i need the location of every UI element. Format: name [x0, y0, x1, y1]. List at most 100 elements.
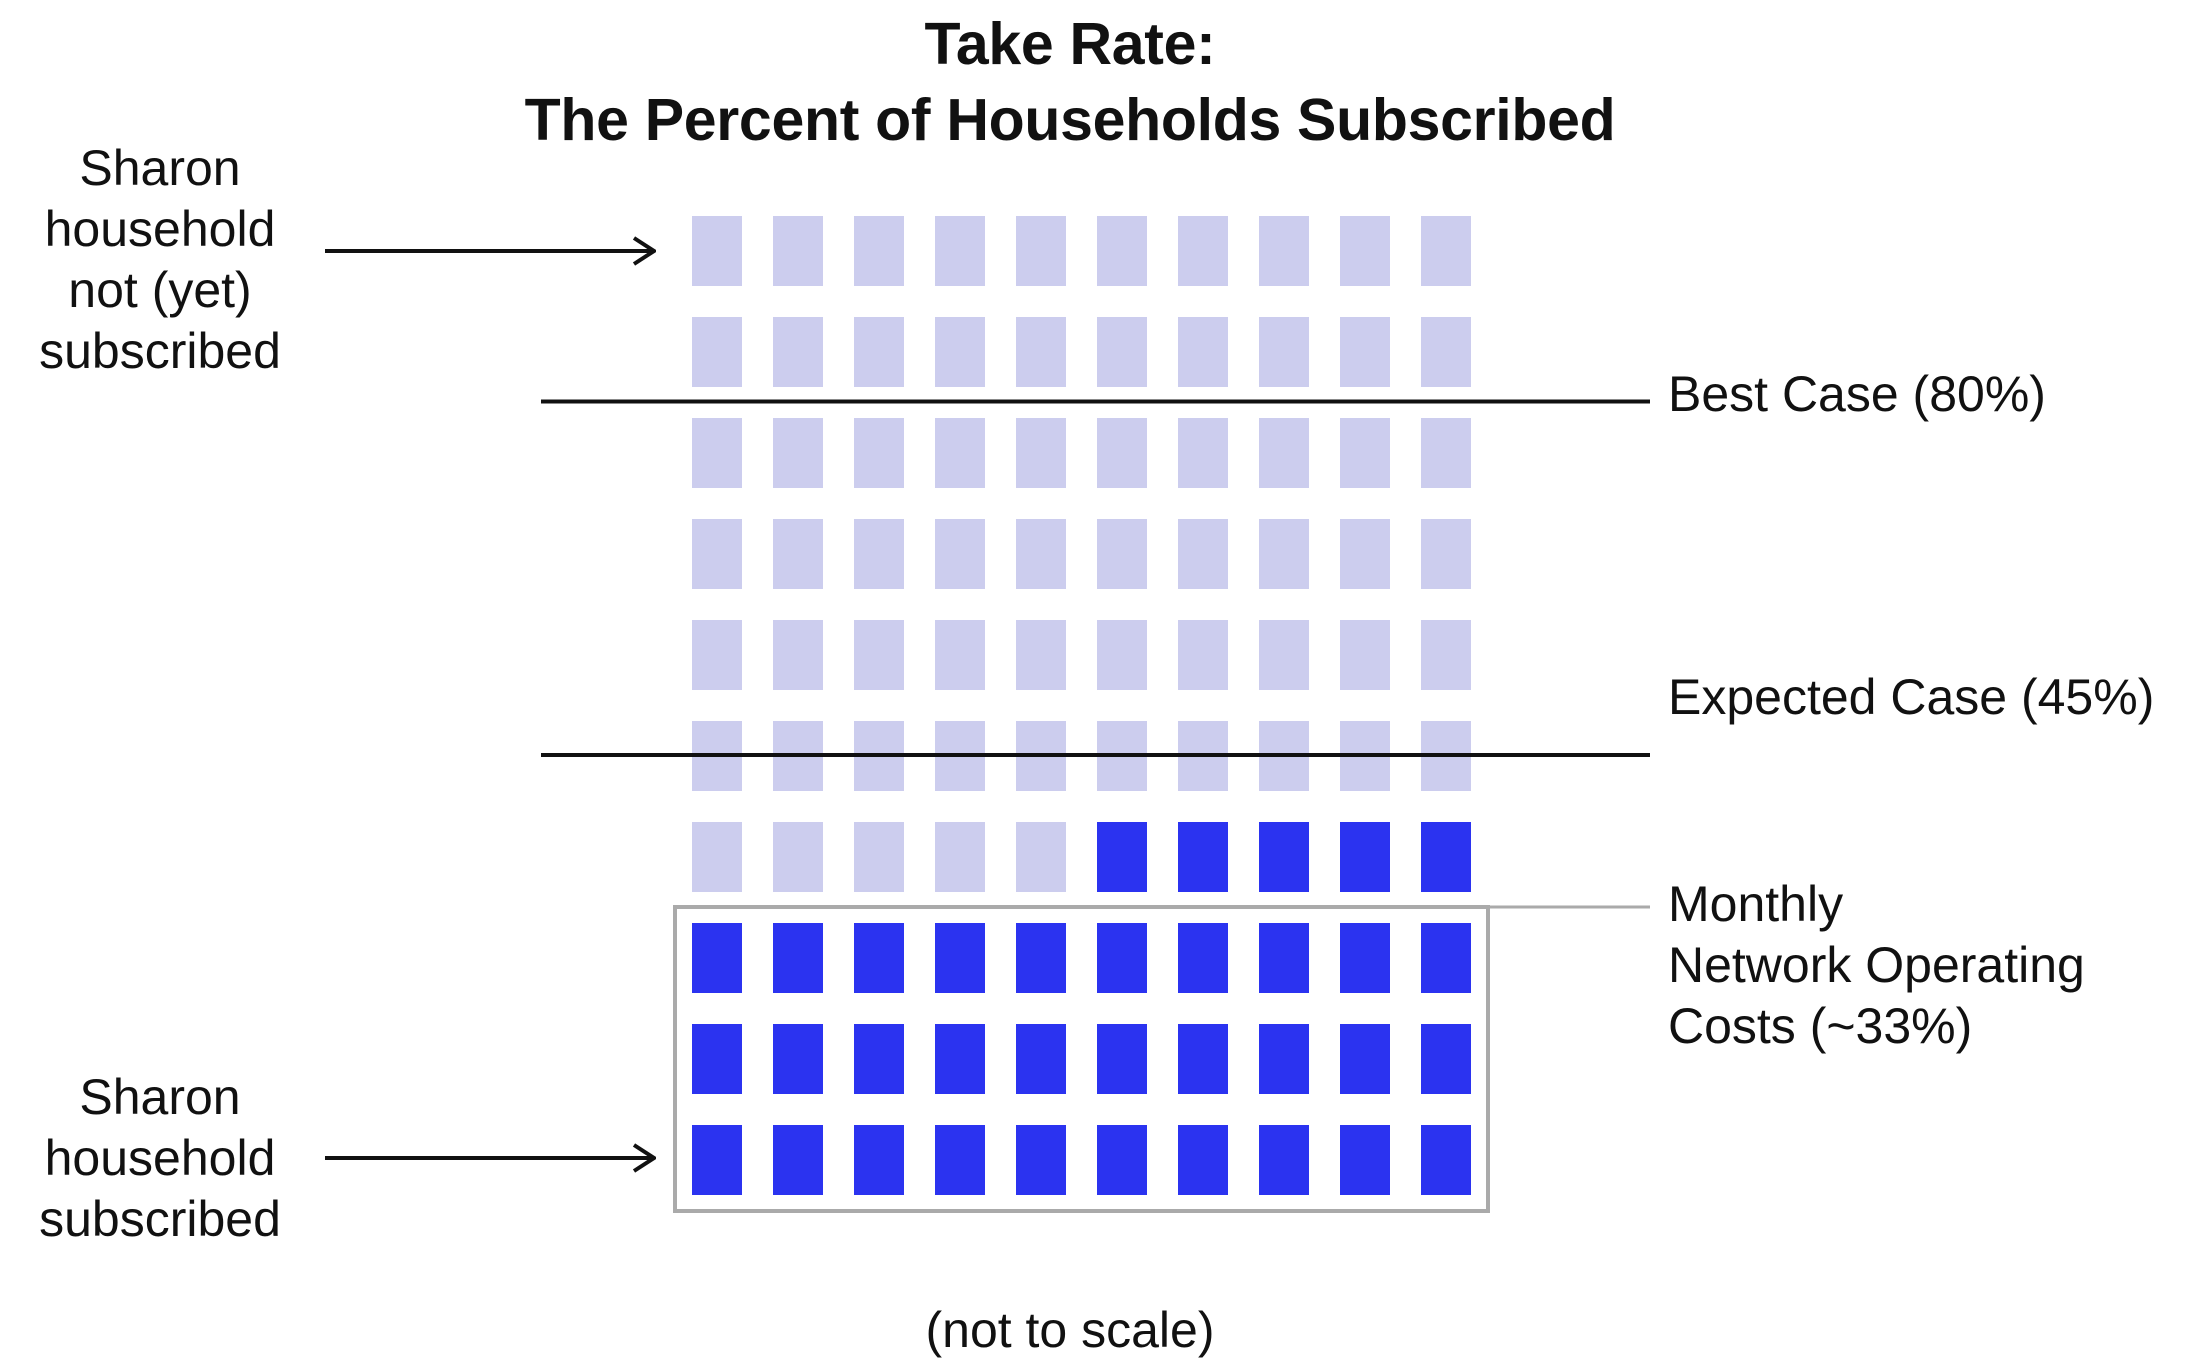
title-line-1: Take Rate:: [924, 11, 1216, 77]
household-subscribed: [935, 1024, 985, 1094]
household-subscribed: [1178, 923, 1228, 993]
household-not-subscribed: [1259, 216, 1309, 286]
household-not-subscribed: [1340, 620, 1390, 690]
household-not-subscribed: [1259, 317, 1309, 387]
household-subscribed: [692, 1024, 742, 1094]
household-subscribed: [1097, 822, 1147, 892]
household-not-subscribed: [935, 216, 985, 286]
household-not-subscribed: [1097, 216, 1147, 286]
title-line-2: The Percent of Households Subscribed: [524, 87, 1616, 153]
household-subscribed: [692, 923, 742, 993]
household-not-subscribed: [1097, 418, 1147, 488]
household-not-subscribed: [773, 620, 823, 690]
household-not-subscribed: [1097, 620, 1147, 690]
household-not-subscribed: [773, 519, 823, 589]
household-not-subscribed: [692, 418, 742, 488]
household-subscribed: [1340, 1024, 1390, 1094]
household-not-subscribed: [1016, 519, 1066, 589]
household-not-subscribed: [773, 317, 823, 387]
household-not-subscribed: [1421, 519, 1471, 589]
household-not-subscribed: [1178, 216, 1228, 286]
household-not-subscribed: [1340, 216, 1390, 286]
household-subscribed: [1259, 1125, 1309, 1195]
diagram-title: Take Rate: The Percent of Households Sub…: [0, 6, 2140, 158]
household-not-subscribed: [854, 620, 904, 690]
household-subscribed: [854, 923, 904, 993]
household-not-subscribed: [854, 822, 904, 892]
household-not-subscribed: [854, 216, 904, 286]
household-subscribed: [854, 1125, 904, 1195]
household-subscribed: [1016, 923, 1066, 993]
household-subscribed: [854, 1024, 904, 1094]
household-not-subscribed: [773, 418, 823, 488]
operating-costs-box: [673, 905, 1490, 1213]
household-subscribed: [1178, 1125, 1228, 1195]
household-not-subscribed: [1016, 620, 1066, 690]
household-not-subscribed: [1016, 418, 1066, 488]
household-subscribed: [773, 1125, 823, 1195]
household-cells: [692, 216, 1471, 1195]
household-subscribed: [1178, 822, 1228, 892]
best-case-label: Best Case (80%): [1668, 366, 2046, 422]
household-not-subscribed: [935, 822, 985, 892]
household-not-subscribed: [1421, 418, 1471, 488]
household-subscribed: [935, 923, 985, 993]
household-not-subscribed: [692, 620, 742, 690]
household-subscribed: [935, 1125, 985, 1195]
subscribed-label: Sharon household subscribed: [39, 1069, 281, 1247]
household-not-subscribed: [935, 317, 985, 387]
household-subscribed: [1421, 923, 1471, 993]
household-not-subscribed: [1421, 620, 1471, 690]
household-subscribed: [1421, 1125, 1471, 1195]
household-not-subscribed: [854, 418, 904, 488]
household-subscribed: [1340, 1125, 1390, 1195]
household-not-subscribed: [1259, 519, 1309, 589]
not-to-scale-note: (not to scale): [925, 1302, 1215, 1358]
household-not-subscribed: [1016, 317, 1066, 387]
household-not-subscribed: [935, 519, 985, 589]
household-not-subscribed: [935, 620, 985, 690]
household-subscribed: [1340, 822, 1390, 892]
household-subscribed: [1097, 1024, 1147, 1094]
household-not-subscribed: [854, 317, 904, 387]
household-not-subscribed: [1421, 216, 1471, 286]
household-subscribed: [773, 923, 823, 993]
household-not-subscribed: [1259, 418, 1309, 488]
household-not-subscribed: [692, 822, 742, 892]
household-subscribed: [1340, 923, 1390, 993]
household-subscribed: [1097, 1125, 1147, 1195]
household-subscribed: [1421, 1024, 1471, 1094]
household-not-subscribed: [692, 216, 742, 286]
household-not-subscribed: [1178, 519, 1228, 589]
household-not-subscribed: [1178, 418, 1228, 488]
household-subscribed: [1016, 1024, 1066, 1094]
household-not-subscribed: [1016, 216, 1066, 286]
household-subscribed: [1178, 1024, 1228, 1094]
household-not-subscribed: [1259, 620, 1309, 690]
household-not-subscribed: [1097, 519, 1147, 589]
household-subscribed: [1259, 822, 1309, 892]
operating-costs-label: Monthly Network Operating Costs (~33%): [1668, 876, 2085, 1054]
household-not-subscribed: [1421, 317, 1471, 387]
household-subscribed: [1016, 1125, 1066, 1195]
household-subscribed: [1259, 923, 1309, 993]
household-not-subscribed: [935, 418, 985, 488]
household-not-subscribed: [1340, 519, 1390, 589]
household-not-subscribed: [1340, 317, 1390, 387]
household-not-subscribed: [1178, 317, 1228, 387]
expected-case-label: Expected Case (45%): [1668, 669, 2155, 725]
household-subscribed: [692, 1125, 742, 1195]
household-subscribed: [1097, 923, 1147, 993]
household-subscribed: [1421, 822, 1471, 892]
household-not-subscribed: [692, 519, 742, 589]
household-not-subscribed: [692, 317, 742, 387]
household-not-subscribed: [1178, 620, 1228, 690]
household-not-subscribed: [1097, 317, 1147, 387]
household-subscribed: [773, 1024, 823, 1094]
household-not-subscribed: [1340, 418, 1390, 488]
household-subscribed: [1259, 1024, 1309, 1094]
household-not-subscribed: [773, 216, 823, 286]
household-not-subscribed: [773, 822, 823, 892]
household-not-subscribed: [1016, 822, 1066, 892]
